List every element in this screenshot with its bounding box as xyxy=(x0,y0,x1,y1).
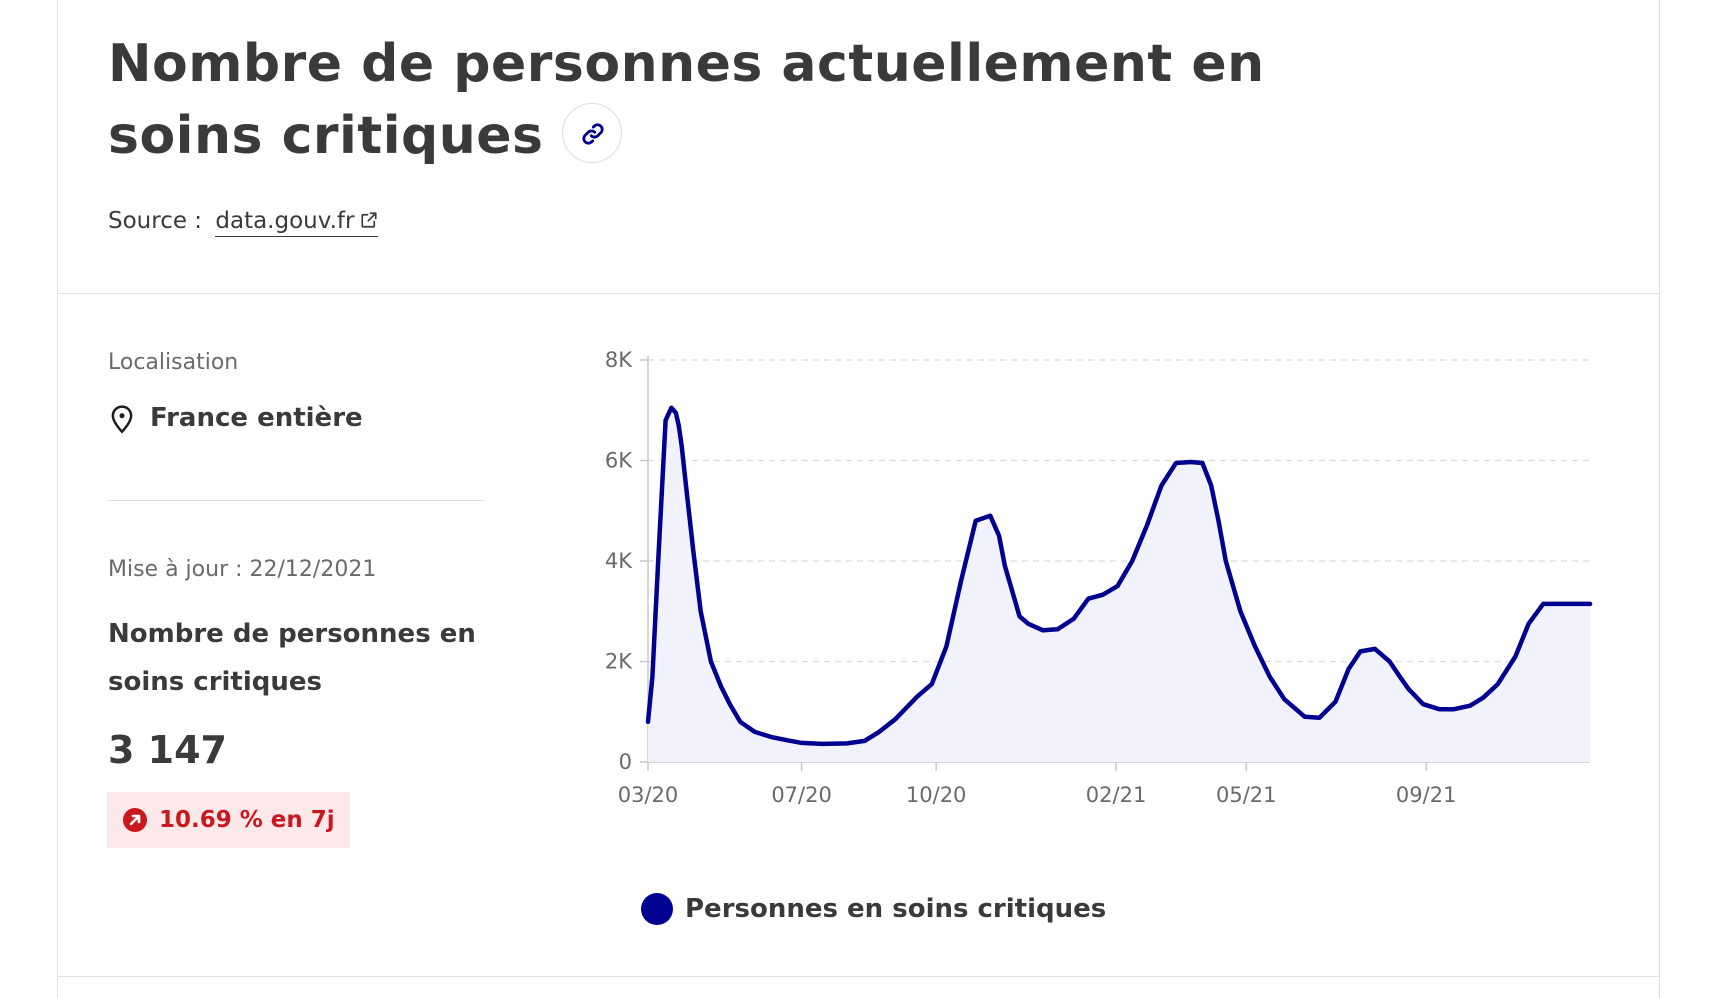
map-pin-icon xyxy=(111,405,133,434)
chart-legend: Personnes en soins critiques xyxy=(641,893,1106,925)
card-bottom-border xyxy=(57,976,1659,977)
y-tick-label: 4K xyxy=(605,549,633,573)
source-line: Source : data.gouv.fr xyxy=(108,208,379,237)
y-tick-label: 8K xyxy=(605,348,633,372)
legend-series-label: Personnes en soins critiques xyxy=(685,894,1107,924)
page-title: Nombre de personnes actuellement en soin… xyxy=(108,28,1408,172)
source-link[interactable]: data.gouv.fr xyxy=(215,208,379,237)
location-selector[interactable]: France entière xyxy=(108,402,363,434)
x-tick-label: 10/20 xyxy=(906,783,967,807)
x-tick-label: 03/20 xyxy=(618,783,679,807)
critical-care-chart: 0 2K 4K 6K 8K 03/20 07/20 10/20 02/21 05/21 09/21 xyxy=(605,348,1593,807)
x-tick-label: 09/21 xyxy=(1396,783,1457,807)
location-label: Localisation xyxy=(108,350,239,375)
panel-divider xyxy=(107,500,485,501)
header-divider xyxy=(57,293,1659,294)
y-tick-label: 6K xyxy=(605,449,633,473)
y-tick-label: 2K xyxy=(605,650,633,674)
legend-series-marker xyxy=(641,893,673,925)
source-label: Source : xyxy=(108,208,203,234)
indicator-card xyxy=(57,0,1660,998)
update-date: Mise à jour : 22/12/2021 xyxy=(108,557,377,582)
x-tick-label: 02/21 xyxy=(1086,783,1147,807)
trend-text: 10.69 % en 7j xyxy=(159,807,335,833)
trend-up-icon xyxy=(123,808,147,832)
external-link-icon xyxy=(361,211,378,228)
x-tick-label: 07/20 xyxy=(771,783,832,807)
source-link-text: data.gouv.fr xyxy=(215,208,355,234)
page-title-text: Nombre de personnes actuellement en soin… xyxy=(108,34,1265,166)
trend-badge: 10.69 % en 7j xyxy=(107,792,350,848)
series-line xyxy=(645,405,1593,747)
y-tick-label: 0 xyxy=(619,750,632,774)
location-value: France entière xyxy=(150,403,363,433)
metric-title: Nombre de personnes en soins critiques xyxy=(108,619,476,697)
link-icon xyxy=(581,123,604,145)
x-tick-label: 05/21 xyxy=(1216,783,1277,807)
metric-value: 3 147 xyxy=(108,728,227,772)
copy-link-button[interactable] xyxy=(561,103,622,163)
